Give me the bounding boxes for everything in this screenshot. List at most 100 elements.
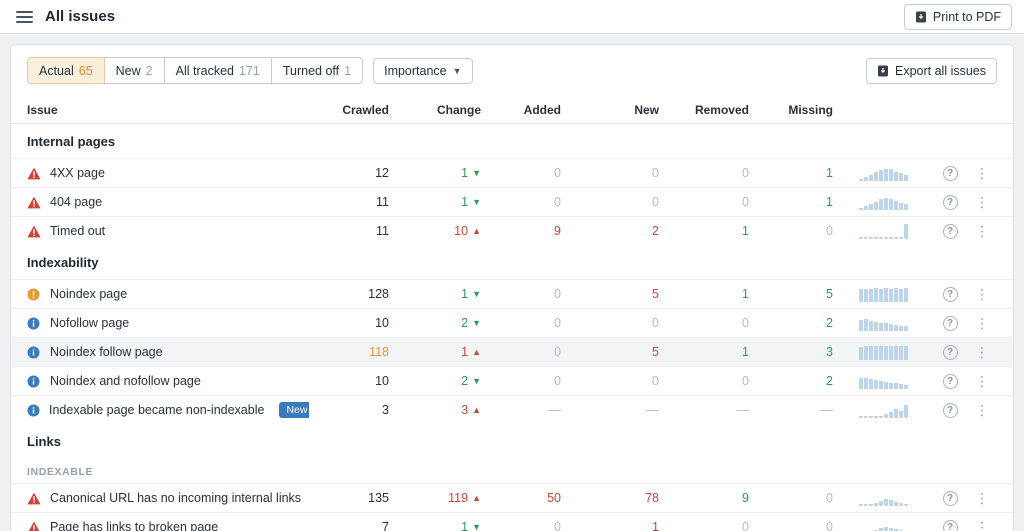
trend-up-icon: ▲ (472, 348, 481, 357)
kebab-menu-icon[interactable]: ⋮ (975, 345, 989, 359)
notice-icon (27, 317, 41, 330)
change-value: 1▲ (389, 345, 481, 359)
help-icon[interactable]: ? (943, 166, 958, 181)
export-document-icon (877, 65, 889, 77)
importance-dropdown[interactable]: Importance ▼ (373, 58, 472, 84)
missing-value: 1 (749, 166, 833, 180)
crawled-value: 10 (309, 316, 389, 330)
issue-row[interactable]: Noindex follow page1181▲0513?⋮ (11, 337, 1013, 366)
missing-value: 0 (749, 224, 833, 238)
crawled-value: 10 (309, 374, 389, 388)
removed-value: 1 (659, 345, 749, 359)
help-icon[interactable]: ? (943, 491, 958, 506)
issue-label[interactable]: 404 page (50, 195, 102, 209)
help-cell: ? (933, 316, 967, 331)
kebab-menu-icon[interactable]: ⋮ (975, 316, 989, 330)
issue-label[interactable]: Noindex and nofollow page (50, 374, 201, 388)
column-header-removed[interactable]: Removed (659, 103, 749, 117)
history-sparkline (859, 286, 908, 302)
kebab-menu-icon[interactable]: ⋮ (975, 520, 989, 531)
help-cell: ? (933, 224, 967, 239)
issue-label[interactable]: Indexable page became non-indexable (49, 403, 264, 417)
print-to-pdf-button[interactable]: Print to PDF (904, 4, 1012, 30)
column-header-added[interactable]: Added (481, 103, 561, 117)
filter-tab-count: 171 (239, 64, 260, 78)
help-cell: ? (933, 491, 967, 506)
help-icon[interactable]: ? (943, 287, 958, 302)
column-header-new[interactable]: New (561, 103, 659, 117)
help-cell: ? (933, 520, 967, 531)
error-icon (27, 492, 41, 505)
issue-label[interactable]: Page has links to broken page (50, 520, 218, 531)
kebab-menu-icon[interactable]: ⋮ (975, 224, 989, 238)
filter-tab-all-tracked[interactable]: All tracked 171 (164, 57, 272, 84)
issue-row[interactable]: Indexable page became non-indexableNew33… (11, 395, 1013, 424)
help-icon[interactable]: ? (943, 374, 958, 389)
issues-table-body: Internal pages4XX page121▼0001?⋮404 page… (11, 124, 1013, 531)
issue-row[interactable]: Timed out1110▲9210?⋮ (11, 216, 1013, 245)
help-cell: ? (933, 195, 967, 210)
error-icon (27, 521, 41, 531)
added-value: 0 (481, 316, 561, 330)
issue-label[interactable]: Noindex follow page (50, 345, 163, 359)
history-sparkline (859, 519, 908, 531)
filter-tab-count: 2 (146, 64, 153, 78)
missing-value: 1 (749, 195, 833, 209)
column-header-missing[interactable]: Missing (749, 103, 833, 117)
kebab-cell: ⋮ (967, 166, 997, 180)
kebab-menu-icon[interactable]: ⋮ (975, 491, 989, 505)
history-sparkline (859, 194, 908, 210)
change-value: 1▼ (389, 195, 481, 209)
issue-row[interactable]: Nofollow page102▼0002?⋮ (11, 308, 1013, 337)
new-value: 0 (561, 166, 659, 180)
kebab-cell: ⋮ (967, 374, 997, 388)
new-value: 5 (561, 345, 659, 359)
issue-row[interactable]: Noindex page1281▼0515?⋮ (11, 279, 1013, 308)
filter-tab-new[interactable]: New2 (104, 57, 165, 84)
issue-row[interactable]: Page has links to broken page71▼0100?⋮ (11, 512, 1013, 531)
change-value: 2▼ (389, 316, 481, 330)
toolbar: Actual65New2 All tracked 171 Turned off1 Im… (11, 45, 1013, 96)
help-icon[interactable]: ? (943, 403, 958, 418)
help-icon[interactable]: ? (943, 520, 958, 531)
export-all-issues-label: Export all issues (895, 64, 986, 78)
help-icon[interactable]: ? (943, 224, 958, 239)
issue-cell: Canonical URL has no incoming internal l… (27, 491, 309, 505)
column-header-issue[interactable]: Issue (27, 103, 309, 117)
notice-icon (27, 346, 41, 359)
issue-cell: Noindex and nofollow page (27, 374, 309, 388)
help-icon[interactable]: ? (943, 316, 958, 331)
error-icon (27, 225, 41, 238)
issue-label[interactable]: Nofollow page (50, 316, 129, 330)
kebab-cell: ⋮ (967, 520, 997, 531)
kebab-menu-icon[interactable]: ⋮ (975, 374, 989, 388)
kebab-menu-icon[interactable]: ⋮ (975, 195, 989, 209)
change-value: 1▼ (389, 287, 481, 301)
new-value: 2 (561, 224, 659, 238)
issue-cell: Noindex follow page (27, 345, 309, 359)
help-icon[interactable]: ? (943, 195, 958, 210)
export-all-issues-button[interactable]: Export all issues (866, 58, 997, 84)
filter-tab-actual[interactable]: Actual65 (27, 57, 105, 84)
filter-tab-label: All tracked (176, 64, 234, 78)
column-header-change[interactable]: Change (389, 103, 481, 117)
removed-value: 0 (659, 520, 749, 531)
kebab-menu-icon[interactable]: ⋮ (975, 166, 989, 180)
help-icon[interactable]: ? (943, 345, 958, 360)
issue-row[interactable]: 404 page111▼0001?⋮ (11, 187, 1013, 216)
filter-tab-turned-off[interactable]: Turned off1 (271, 57, 363, 84)
kebab-cell: ⋮ (967, 224, 997, 238)
issue-label[interactable]: Canonical URL has no incoming internal l… (50, 491, 301, 505)
hamburger-menu-icon[interactable] (16, 11, 33, 23)
kebab-menu-icon[interactable]: ⋮ (975, 403, 989, 417)
issue-label[interactable]: Timed out (50, 224, 105, 238)
trend-down-icon: ▼ (472, 523, 481, 531)
issue-row[interactable]: Canonical URL has no incoming internal l… (11, 483, 1013, 512)
column-header-crawled[interactable]: Crawled (309, 103, 389, 117)
issue-row[interactable]: 4XX page121▼0001?⋮ (11, 158, 1013, 187)
issue-label[interactable]: Noindex page (50, 287, 127, 301)
kebab-menu-icon[interactable]: ⋮ (975, 287, 989, 301)
issue-row[interactable]: Noindex and nofollow page102▼0002?⋮ (11, 366, 1013, 395)
issue-label[interactable]: 4XX page (50, 166, 105, 180)
section-subheader: INDEXABLE (11, 458, 1013, 483)
